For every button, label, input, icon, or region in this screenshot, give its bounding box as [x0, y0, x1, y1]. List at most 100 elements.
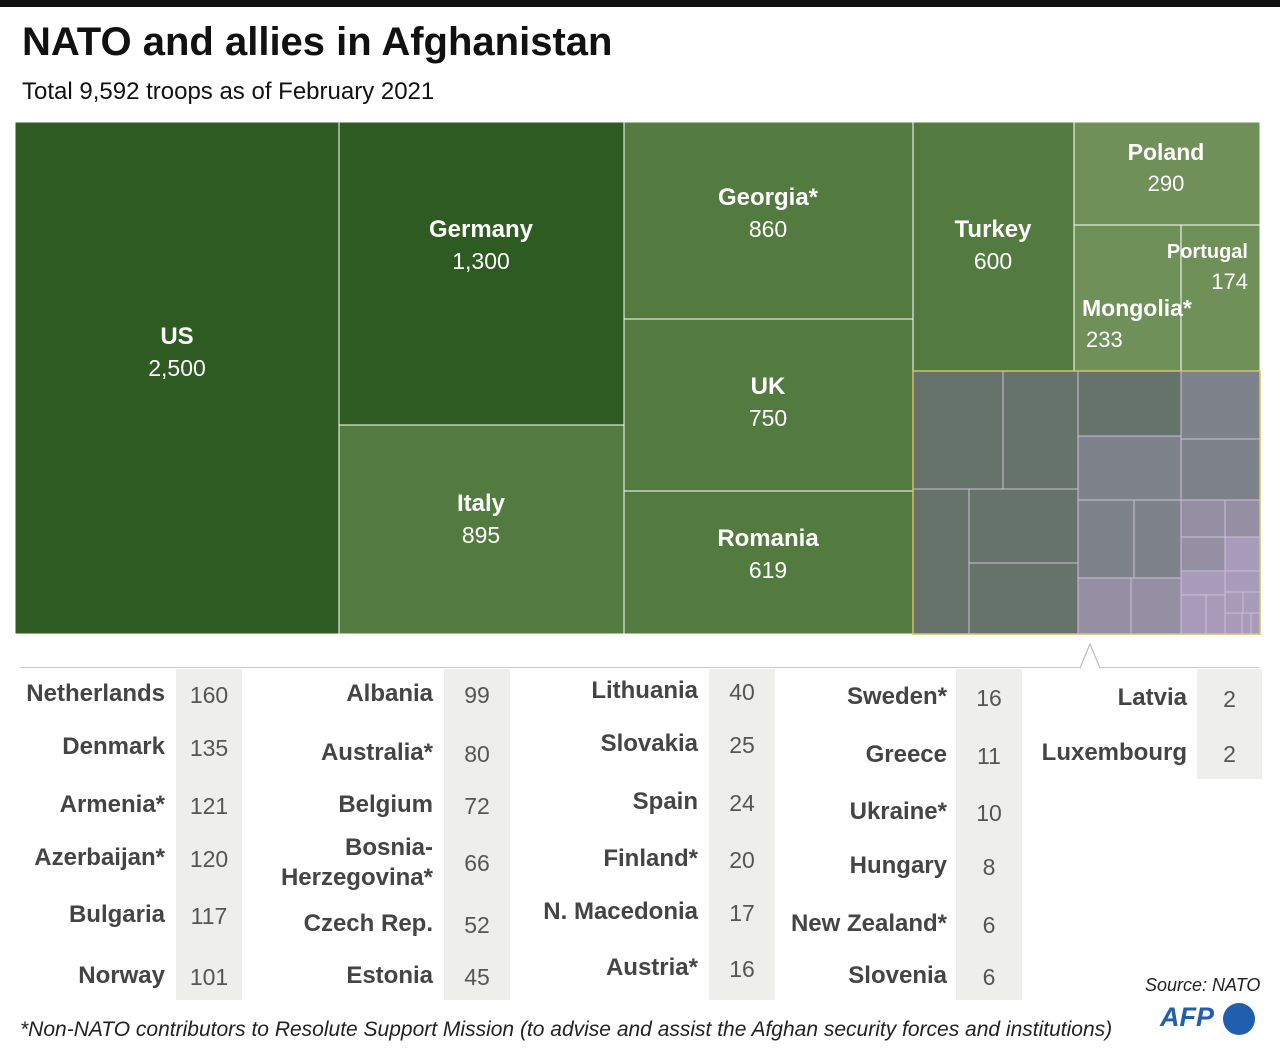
table-value-belgium: 72	[464, 793, 490, 819]
tile-label-portugal: Portugal	[1167, 241, 1248, 263]
table-country-azerbaijan: Azerbaijan*	[34, 844, 165, 871]
tile-georgia	[623, 121, 914, 320]
tile-value-uk: 750	[749, 405, 787, 431]
small-tile-albania	[1077, 435, 1182, 501]
table-country-norway: Norway	[78, 962, 165, 989]
table-country-n-macedonia: N. Macedonia	[543, 898, 698, 925]
table-value-sweden: 16	[976, 685, 1002, 711]
small-tile-bosnia-herzegovina	[1077, 499, 1135, 579]
chart-subtitle: Total 9,592 troops as of February 2021	[22, 78, 435, 105]
tile-turkey	[912, 121, 1075, 372]
table-value-luxembourg: 2	[1223, 741, 1236, 767]
table-value-column-bg	[709, 669, 775, 1000]
table-value-slovakia: 25	[729, 732, 755, 758]
tile-poland	[1073, 121, 1261, 226]
table-country-austria: Austria*	[605, 954, 698, 981]
table-value-finland: 20	[729, 847, 755, 873]
small-tile-denmark	[1002, 370, 1079, 490]
tile-germany	[338, 121, 625, 426]
small-tile-new-zealand	[1242, 591, 1261, 614]
small-tile-spain	[1224, 499, 1261, 538]
tile-label-romania: Romania	[717, 525, 819, 552]
table-country-denmark: Denmark	[62, 733, 165, 760]
top-rule	[0, 0, 1280, 7]
small-tile-lithuania	[1130, 577, 1182, 635]
table-country-slovenia: Slovenia	[848, 962, 947, 989]
small-tile-luxembourg	[1250, 612, 1261, 635]
table-value-column-bg	[444, 669, 510, 1000]
table-country-estonia: Estonia	[346, 962, 433, 989]
table-value-czech-rep: 52	[464, 912, 490, 938]
small-contributors-highlight	[912, 370, 1261, 635]
small-tile-azerbaijan	[968, 488, 1079, 564]
table-divider	[20, 667, 1260, 668]
table-value-austria: 16	[729, 956, 755, 982]
tile-value-portugal: 174	[1211, 269, 1248, 294]
table-value-latvia: 2	[1223, 686, 1236, 712]
tile-mongolia	[1073, 224, 1182, 372]
table-country-new-zealand: New Zealand*	[790, 910, 947, 937]
tile-label-italy: Italy	[457, 490, 506, 517]
table-country-bosnia-herzegovina: Bosnia-	[344, 834, 433, 861]
table-country-bosnia-herzegovina: Herzegovina*	[280, 864, 433, 891]
small-tile-sweden	[1224, 570, 1261, 593]
tile-value-romania: 619	[749, 557, 787, 583]
small-tile-ukraine	[1205, 594, 1226, 635]
table-value-denmark: 135	[189, 735, 229, 761]
table-country-bulgaria: Bulgaria	[68, 901, 165, 928]
tile-portugal	[1180, 224, 1261, 372]
table-country-slovakia: Slovakia	[600, 730, 698, 757]
table-country-armenia: Armenia*	[59, 791, 165, 818]
small-tile-bulgaria	[968, 562, 1079, 635]
small-tile-norway	[1077, 370, 1182, 437]
table-country-latvia: Latvia	[1117, 684, 1187, 711]
table-value-lithuania: 40	[729, 679, 755, 705]
tile-label-germany: Germany	[429, 216, 534, 243]
afp-logo-dot-icon	[1223, 1003, 1255, 1035]
small-tile-australia	[1180, 370, 1261, 440]
small-tile-n-macedonia	[1224, 536, 1261, 572]
table-value-ukraine: 10	[976, 800, 1002, 826]
small-tile-greece	[1180, 594, 1207, 635]
small-tile-finland	[1180, 536, 1226, 572]
table-value-bosnia-herzegovina: 66	[464, 850, 490, 876]
table-country-australia: Australia*	[320, 739, 433, 766]
table-value-estonia: 45	[464, 964, 490, 990]
chart-title: NATO and allies in Afghanistan	[22, 20, 613, 64]
table-country-netherlands: Netherlands	[26, 680, 165, 707]
tile-value-mongolia: 233	[1086, 327, 1123, 352]
table-value-bulgaria: 117	[190, 903, 228, 929]
table-value-armenia: 121	[189, 793, 229, 819]
tile-romania	[623, 490, 914, 635]
small-tile-latvia	[1241, 612, 1252, 635]
table-value-albania: 99	[464, 682, 490, 708]
tile-value-italy: 895	[462, 522, 500, 548]
table-value-spain: 24	[729, 790, 755, 816]
tile-value-turkey: 600	[974, 248, 1012, 274]
table-value-hungary: 8	[982, 854, 996, 880]
table-country-luxembourg: Luxembourg	[1041, 739, 1187, 766]
afp-logo-text: AFP	[1160, 1002, 1214, 1032]
table-value-azerbaijan: 120	[189, 846, 229, 872]
small-tile-netherlands	[912, 370, 1004, 490]
source-note: Source: NATO	[1145, 975, 1261, 995]
tile-value-germany: 1,300	[452, 248, 510, 274]
tile-label-turkey: Turkey	[955, 216, 1033, 243]
table-country-finland: Finland*	[603, 845, 698, 872]
small-tile-estonia	[1077, 577, 1132, 635]
table-value-slovenia: 6	[982, 964, 996, 990]
table-country-spain: Spain	[632, 788, 698, 815]
table-value-new-zealand: 6	[982, 912, 996, 938]
table-country-hungary: Hungary	[849, 852, 947, 879]
small-tile-armenia	[912, 488, 970, 635]
small-tile-hungary	[1224, 591, 1244, 614]
tile-value-georgia: 860	[749, 216, 787, 242]
tile-italy	[338, 424, 625, 635]
small-tile-belgium	[1180, 438, 1261, 501]
small-tile-czech-rep	[1133, 499, 1182, 579]
table-country-ukraine: Ukraine*	[849, 798, 947, 825]
tile-label-us: US	[160, 323, 193, 350]
callout-caret-icon	[1079, 643, 1101, 669]
footnote: *Non-NATO contributors to Resolute Suppo…	[20, 1018, 1113, 1041]
tile-label-uk: UK	[751, 373, 786, 400]
